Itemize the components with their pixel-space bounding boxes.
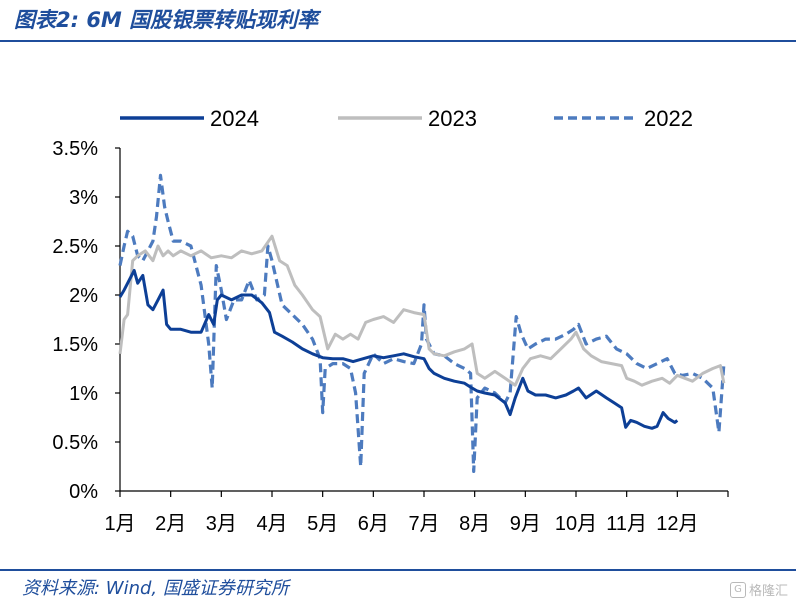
page-title: 图表2: 6M 国股银票转贴现利率 (14, 8, 319, 32)
y-tick-label: 1% (69, 383, 98, 405)
x-tick-label: 4月 (256, 513, 287, 535)
x-tick-label: 10月 (555, 513, 597, 535)
legend-label-2023: 2023 (428, 106, 477, 131)
y-tick-label: 3% (69, 187, 98, 209)
legend-label-2022: 2022 (644, 106, 693, 131)
chart-axes: 0% 0.5% 1% 1.5% 2% 2.5% 3% 3.5% 1月 2月 3月 4月 5月 6月 7月 8月… (52, 138, 729, 535)
x-tick-label: 8月 (459, 513, 490, 535)
x-tick-label: 9月 (510, 513, 541, 535)
series-line-2022 (118, 173, 726, 473)
footer-divider (0, 569, 796, 571)
x-tick-label: 5月 (307, 513, 338, 535)
header-divider (0, 40, 796, 42)
chart-series (118, 173, 726, 473)
watermark: G 格隆汇 (729, 580, 788, 599)
y-tick-label: 1.5% (52, 334, 98, 356)
x-tick-label: 1月 (104, 513, 135, 535)
watermark-text: 格隆汇 (748, 584, 788, 599)
y-tick-label: 0% (69, 481, 98, 503)
source-note: 资料来源: Wind, 国盛证券研究所 (22, 578, 289, 599)
x-tick-label: 7月 (408, 513, 439, 535)
y-tick-label: 2% (69, 285, 98, 307)
series-line-2024 (118, 269, 679, 430)
y-tick-label: 2.5% (52, 236, 98, 258)
x-tick-label: 11月 (606, 513, 647, 535)
watermark-logo-icon: G (729, 581, 746, 598)
x-tick-label: 3月 (206, 513, 237, 535)
legend-label-2024: 2024 (210, 106, 259, 131)
chart-legend: 2024 2023 2022 (120, 106, 693, 131)
series-line-2023 (118, 234, 726, 387)
x-tick-label: 2月 (155, 513, 186, 535)
x-tick-label: 12月 (656, 513, 698, 535)
y-tick-label: 0.5% (52, 432, 98, 454)
y-tick-label: 3.5% (52, 138, 98, 160)
x-tick-label: 6月 (358, 513, 389, 535)
